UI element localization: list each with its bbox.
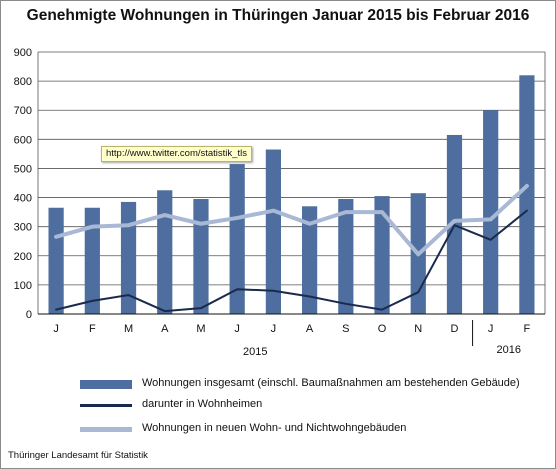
bar: [374, 196, 390, 314]
legend-label-bar: Wohnungen insgesamt (einschl. Baumaßnahm…: [142, 377, 520, 389]
legend-label-light-line: Wohnungen in neuen Wohn- und Nichtwohnge…: [142, 422, 407, 434]
y-tick-label: 700: [14, 105, 32, 117]
source-note: Thüringer Landesamt für Statistik: [8, 450, 148, 461]
bar: [157, 190, 173, 314]
y-tick-label: 300: [14, 222, 32, 234]
y-tick-label: 600: [14, 134, 32, 146]
x-tick-label: F: [524, 323, 531, 335]
x-tick-label: M: [196, 323, 205, 335]
y-tick-label: 800: [14, 76, 32, 88]
x-tick-label: A: [161, 323, 169, 335]
x-tick-label: A: [306, 323, 314, 335]
bar: [302, 206, 318, 314]
x-tick-label: D: [450, 323, 458, 335]
x-tick-label: M: [124, 323, 133, 335]
x-tick-label: J: [488, 323, 494, 335]
x-tick-label: J: [53, 323, 59, 335]
y-tick-label: 100: [14, 280, 32, 292]
bar: [229, 164, 245, 314]
y-tick-label: 400: [14, 193, 32, 205]
tooltip: http://www.twitter.com/statistik_tls: [101, 146, 252, 162]
legend-swatch-bar: [80, 380, 132, 389]
line-wohnheime: [55, 209, 528, 313]
grid-lines: [38, 51, 545, 286]
year-label-2016: 2016: [497, 344, 521, 356]
bar: [84, 207, 100, 314]
x-tick-label: N: [414, 323, 422, 335]
bar: [193, 199, 209, 314]
bar-series: [48, 75, 535, 315]
y-tick-label: 900: [14, 47, 32, 59]
year-label-2015: 2015: [243, 346, 267, 358]
x-tick-label: J: [234, 323, 240, 335]
x-tick-label: O: [378, 323, 387, 335]
line-series: [54, 183, 529, 313]
bar: [265, 149, 281, 314]
y-tick-label: 200: [14, 251, 32, 263]
bar: [483, 110, 499, 314]
legend-label-dark-line: darunter in Wohnheimen: [142, 398, 263, 410]
y-tick-label: 0: [26, 309, 32, 321]
axes: 0 100 200 300 400 500 600 700 800 900 J F M A M J J A S O N D…: [14, 47, 546, 358]
y-tick-label: 500: [14, 163, 32, 175]
x-tick-label: F: [89, 323, 96, 335]
bar: [338, 199, 354, 314]
x-tick-label: J: [271, 323, 277, 335]
bar: [48, 207, 64, 314]
x-tick-label: S: [342, 323, 349, 335]
legend-swatch-light-line: [80, 427, 132, 432]
chart-title: Genehmigte Wohnungen in Thüringen Januar…: [26, 7, 530, 24]
bar: [519, 75, 535, 315]
bar: [120, 201, 137, 314]
line-neue-gebaeude: [54, 183, 529, 257]
legend-swatch-dark-line: [80, 404, 132, 407]
